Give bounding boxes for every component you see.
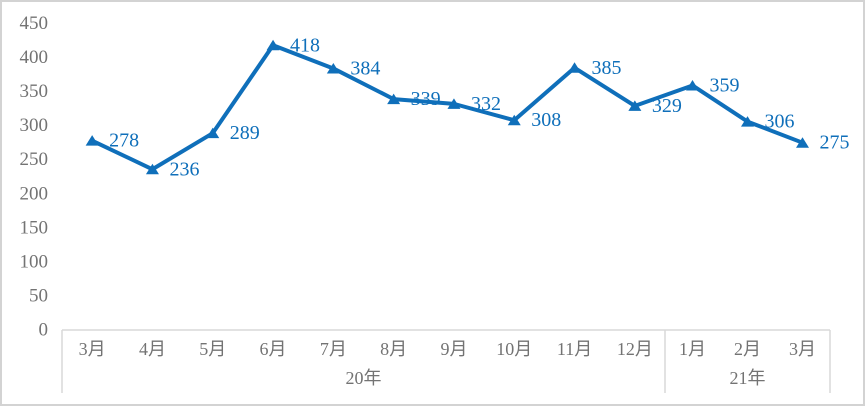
data-point-marker [686,79,699,91]
x-axis-category-label: 5月 [199,339,226,359]
x-axis-category-label: 7月 [320,339,347,359]
data-point-marker [326,62,340,74]
data-point-label: 418 [290,34,320,56]
x-axis-category-label: 6月 [260,339,287,359]
series-line [90,43,805,172]
y-axis-tick-label: 450 [20,13,49,34]
data-point-label: 385 [592,57,622,79]
y-axis-tick-label: 50 [29,285,48,306]
data-point-label: 329 [652,95,682,117]
x-axis-category-label: 3月 [789,339,816,359]
y-axis-tick-label: 350 [20,81,49,102]
y-axis-tick-label: 0 [39,320,49,341]
y-axis-tick-label: 250 [20,149,49,170]
data-point-marker [145,163,159,175]
x-axis-category-label: 9月 [440,339,467,359]
data-point-marker [741,116,754,127]
x-axis-category-label: 10月 [496,339,532,359]
data-point-label: 278 [109,130,139,152]
x-axis-category-label: 12月 [617,339,653,359]
x-axis-category-label: 8月 [380,339,407,359]
y-axis-tick-label: 400 [20,47,49,68]
data-point-label: 339 [411,88,441,110]
data-point-label: 308 [531,109,561,131]
x-axis-group-label: 21年 [730,368,766,388]
data-point-label: 384 [350,57,380,79]
y-axis-tick-label: 300 [20,115,49,136]
x-axis-category-label: 1月 [679,339,706,359]
data-point-marker [85,135,99,146]
data-point-label: 275 [820,132,850,154]
data-point-label: 359 [710,74,740,96]
x-axis-category-label: 3月 [79,339,106,359]
data-point-marker [266,39,280,51]
data-point-marker [796,137,809,148]
data-point-label: 306 [765,111,795,133]
x-axis-category-label: 4月 [139,339,166,359]
x-axis-category-label: 11月 [557,339,592,359]
data-point-marker [628,100,642,111]
data-point-label: 332 [471,93,501,115]
y-axis-tick-label: 100 [20,251,49,272]
y-axis-tick-label: 150 [20,217,49,238]
x-axis-category-label: 2月 [734,339,761,359]
data-point-marker [568,62,582,73]
data-point-marker [387,93,401,105]
x-axis-group-label: 20年 [346,368,382,388]
data-point-marker [447,98,461,109]
data-point-marker [206,127,220,139]
data-point-marker [507,114,521,126]
y-axis-tick-label: 200 [20,183,49,204]
data-point-label: 289 [230,122,260,144]
data-point-label: 236 [169,158,199,180]
